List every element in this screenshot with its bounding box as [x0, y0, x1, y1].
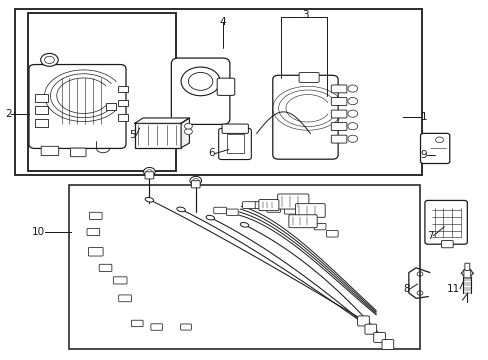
Text: 3: 3 [302, 10, 308, 20]
Bar [35, 94, 48, 102]
FancyBboxPatch shape [89, 212, 102, 220]
Circle shape [347, 98, 357, 105]
Text: 5: 5 [129, 130, 136, 140]
Text: 2: 2 [5, 109, 11, 119]
Text: 4: 4 [219, 17, 225, 27]
FancyBboxPatch shape [222, 124, 248, 134]
Bar [35, 107, 48, 114]
FancyBboxPatch shape [191, 181, 200, 188]
FancyBboxPatch shape [119, 295, 131, 302]
Bar [69, 185, 419, 348]
Ellipse shape [240, 222, 248, 227]
FancyBboxPatch shape [70, 148, 86, 157]
FancyBboxPatch shape [99, 264, 112, 271]
FancyBboxPatch shape [424, 201, 467, 244]
FancyBboxPatch shape [213, 207, 226, 214]
Circle shape [189, 176, 201, 185]
FancyBboxPatch shape [272, 75, 337, 159]
FancyBboxPatch shape [420, 134, 449, 163]
Circle shape [347, 135, 357, 142]
Polygon shape [135, 118, 189, 123]
FancyBboxPatch shape [464, 263, 469, 270]
Text: 8: 8 [403, 284, 409, 294]
FancyBboxPatch shape [364, 324, 376, 334]
Bar [35, 119, 48, 127]
FancyBboxPatch shape [171, 58, 229, 125]
Bar [227, 134, 243, 153]
Text: 9: 9 [420, 150, 427, 160]
FancyBboxPatch shape [330, 123, 346, 131]
FancyBboxPatch shape [284, 207, 297, 214]
FancyBboxPatch shape [330, 98, 346, 105]
FancyBboxPatch shape [314, 224, 325, 230]
FancyBboxPatch shape [226, 209, 238, 216]
FancyBboxPatch shape [381, 339, 393, 350]
Ellipse shape [206, 215, 214, 220]
Ellipse shape [177, 207, 185, 212]
FancyBboxPatch shape [299, 72, 319, 82]
FancyBboxPatch shape [131, 320, 143, 327]
FancyBboxPatch shape [151, 324, 162, 330]
FancyBboxPatch shape [441, 240, 452, 248]
Bar [105, 103, 116, 110]
FancyBboxPatch shape [88, 247, 103, 256]
Circle shape [181, 67, 220, 96]
FancyBboxPatch shape [218, 129, 251, 159]
FancyBboxPatch shape [145, 172, 154, 179]
FancyBboxPatch shape [330, 110, 346, 118]
Circle shape [347, 123, 357, 130]
Bar [118, 100, 128, 107]
Text: 1: 1 [420, 112, 427, 122]
Bar [27, 13, 176, 171]
Polygon shape [181, 118, 189, 148]
Text: 11: 11 [446, 284, 459, 294]
Text: 10: 10 [31, 227, 44, 237]
FancyBboxPatch shape [295, 204, 325, 217]
FancyBboxPatch shape [357, 316, 368, 326]
FancyBboxPatch shape [326, 230, 337, 237]
FancyBboxPatch shape [463, 269, 470, 278]
Bar [118, 86, 128, 92]
FancyBboxPatch shape [288, 215, 317, 228]
Bar [135, 123, 181, 148]
Bar [15, 9, 422, 175]
Circle shape [347, 85, 357, 92]
FancyBboxPatch shape [242, 202, 256, 208]
FancyBboxPatch shape [255, 202, 267, 208]
FancyBboxPatch shape [180, 324, 191, 330]
FancyBboxPatch shape [258, 199, 278, 211]
FancyBboxPatch shape [266, 205, 280, 212]
Text: 7: 7 [426, 231, 433, 240]
FancyBboxPatch shape [113, 277, 127, 284]
Circle shape [41, 53, 58, 66]
FancyBboxPatch shape [277, 194, 308, 209]
Circle shape [184, 129, 192, 134]
Circle shape [143, 167, 155, 176]
Text: 6: 6 [208, 148, 215, 158]
FancyBboxPatch shape [41, 146, 59, 156]
Bar [118, 114, 128, 121]
FancyBboxPatch shape [217, 78, 234, 95]
Circle shape [184, 123, 192, 129]
FancyBboxPatch shape [87, 228, 100, 235]
FancyBboxPatch shape [302, 216, 313, 223]
FancyBboxPatch shape [330, 135, 346, 143]
FancyBboxPatch shape [330, 85, 346, 93]
Circle shape [347, 110, 357, 117]
FancyBboxPatch shape [373, 332, 385, 342]
FancyBboxPatch shape [29, 64, 126, 148]
Ellipse shape [145, 197, 153, 202]
